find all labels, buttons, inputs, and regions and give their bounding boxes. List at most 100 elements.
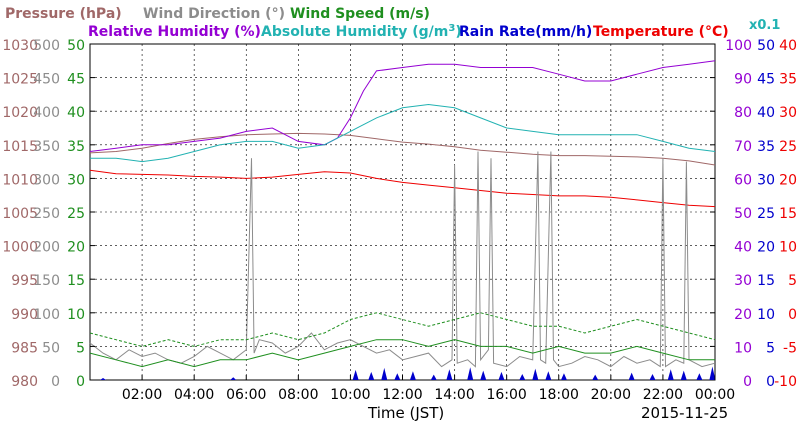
tick-label-rain-rate: 20 <box>757 240 775 256</box>
tick-label-relative-humidity: 50 <box>734 206 752 222</box>
tick-label-pressure: 985 <box>11 340 38 356</box>
x-tick-label: 22:00 <box>643 387 683 403</box>
tick-label-relative-humidity: 90 <box>734 72 752 88</box>
rain-rate-bar <box>480 370 487 380</box>
tick-label-pressure: 980 <box>11 374 38 390</box>
legend-absolute-humidity-text: Absolute Humidity (g/m <box>261 24 448 40</box>
tick-label-wind-speed: 10 <box>67 307 85 323</box>
tick-label-wind-direction: 400 <box>33 105 60 121</box>
rain-rate-bar <box>394 373 401 380</box>
tick-label-temperature: 0 <box>788 307 797 323</box>
tick-label-wind-speed: 20 <box>67 240 85 256</box>
tick-label-wind-speed: 30 <box>67 172 85 188</box>
tick-label-wind-speed: 35 <box>67 139 85 155</box>
legend-wind-direction: Wind Direction (°) <box>143 6 285 22</box>
series-line-temperature-c <box>89 169 716 208</box>
tick-label-temperature: 35 <box>779 72 797 88</box>
tick-label-pressure: 1025 <box>2 72 38 88</box>
tick-label-pressure: 1020 <box>2 105 38 121</box>
tick-label-wind-direction: 200 <box>33 240 60 256</box>
tick-label-wind-direction: 350 <box>33 139 60 155</box>
tick-label-wind-speed: 15 <box>67 273 85 289</box>
tick-label-pressure: 1010 <box>2 172 38 188</box>
x-tick-label: 00:00 <box>695 387 735 403</box>
tick-label-relative-humidity: 0 <box>743 374 752 390</box>
rain-rate-bar <box>628 372 635 380</box>
x-tick-label: 12:00 <box>382 387 422 403</box>
tick-label-pressure: 1030 <box>2 38 38 54</box>
tick-label-wind-direction: 0 <box>51 374 60 390</box>
tick-label-wind-direction: 100 <box>33 307 60 323</box>
tick-label-rain-rate: 5 <box>766 340 775 356</box>
rain-rate-bar <box>592 374 599 380</box>
x-tick-label: 10:00 <box>330 387 370 403</box>
rain-rate-bar <box>368 371 375 380</box>
rain-rate-bar <box>696 373 703 380</box>
x-tick-label: 04:00 <box>174 387 214 403</box>
tick-label-temperature: 15 <box>779 206 797 222</box>
tick-label-rain-rate: 25 <box>757 206 775 222</box>
tick-label-wind-direction: 150 <box>33 273 60 289</box>
legend-temperature: Temperature (°C) <box>593 24 729 40</box>
tick-label-pressure: 990 <box>11 307 38 323</box>
axis-layer: 9809859909951000100510101015102010251030… <box>2 38 797 403</box>
tick-label-temperature: 10 <box>779 240 797 256</box>
series-line-wind-speed-max-m-s <box>89 312 716 347</box>
legend-absolute-humidity: Absolute Humidity (g/m3) <box>261 23 462 40</box>
rain-rate-bar <box>667 369 674 380</box>
tick-label-rain-rate: 0 <box>766 374 775 390</box>
rain-rate-bar <box>430 374 437 380</box>
tick-label-wind-direction: 250 <box>33 206 60 222</box>
tick-label-rain-rate: 40 <box>757 105 775 121</box>
x-tick-label: 14:00 <box>434 387 474 403</box>
tick-label-temperature: 5 <box>788 273 797 289</box>
tick-label-wind-speed: 5 <box>76 340 85 356</box>
tick-label-relative-humidity: 20 <box>734 307 752 323</box>
tick-label-relative-humidity: 10 <box>734 340 752 356</box>
grid <box>90 44 715 380</box>
series-line-pressure-hpa <box>89 132 716 166</box>
rain-rate-bar <box>560 373 567 380</box>
rain-rate-bar <box>649 373 656 380</box>
tick-label-relative-humidity: 40 <box>734 240 752 256</box>
legend-rain-rate: Rain Rate(mm/h) <box>459 24 592 40</box>
legend-absolute-humidity-scale: x0.1 <box>749 18 780 33</box>
rain-rate-bar <box>519 373 526 380</box>
tick-label-pressure: 1015 <box>2 139 38 155</box>
tick-label-temperature: 20 <box>779 172 797 188</box>
series-line-wind-direction <box>89 151 716 368</box>
legend-pressure: Pressure (hPa) <box>5 6 122 22</box>
tick-label-wind-direction: 450 <box>33 72 60 88</box>
x-tick-label: 18:00 <box>539 387 579 403</box>
tick-label-wind-direction: 500 <box>33 38 60 54</box>
rain-rate-bar <box>545 371 552 380</box>
legend-wind-speed: Wind Speed (m/s) <box>290 6 430 22</box>
tick-label-relative-humidity: 100 <box>725 38 752 54</box>
rain-rate-bar <box>709 366 716 380</box>
legend-absolute-humidity-close: ) <box>455 24 461 40</box>
tick-label-relative-humidity: 30 <box>734 273 752 289</box>
rain-rate-bar <box>100 377 107 380</box>
rain-rate-bar <box>498 371 505 380</box>
x-tick-label: 20:00 <box>591 387 631 403</box>
tick-label-rain-rate: 35 <box>757 139 775 155</box>
tick-label-relative-humidity: 60 <box>734 172 752 188</box>
rain-rate-bar <box>467 367 474 380</box>
series-layer <box>89 60 716 380</box>
tick-label-temperature: 30 <box>779 105 797 121</box>
series-line-relative-humidity <box>89 60 716 152</box>
tick-label-rain-rate: 45 <box>757 72 775 88</box>
tick-label-rain-rate: 10 <box>757 307 775 323</box>
tick-label-temperature: 40 <box>779 38 797 54</box>
series-line-wind-speed-m-s <box>89 339 715 368</box>
rain-rate-bar <box>230 377 237 380</box>
tick-label-pressure: 1000 <box>2 240 38 256</box>
tick-label-temperature: -5 <box>783 340 797 356</box>
rain-rate-bar <box>446 369 453 380</box>
tick-label-wind-direction: 300 <box>33 172 60 188</box>
rain-rate-bar <box>532 368 539 380</box>
tick-label-wind-speed: 40 <box>67 105 85 121</box>
tick-label-relative-humidity: 80 <box>734 105 752 121</box>
tick-label-wind-speed: 0 <box>76 374 85 390</box>
